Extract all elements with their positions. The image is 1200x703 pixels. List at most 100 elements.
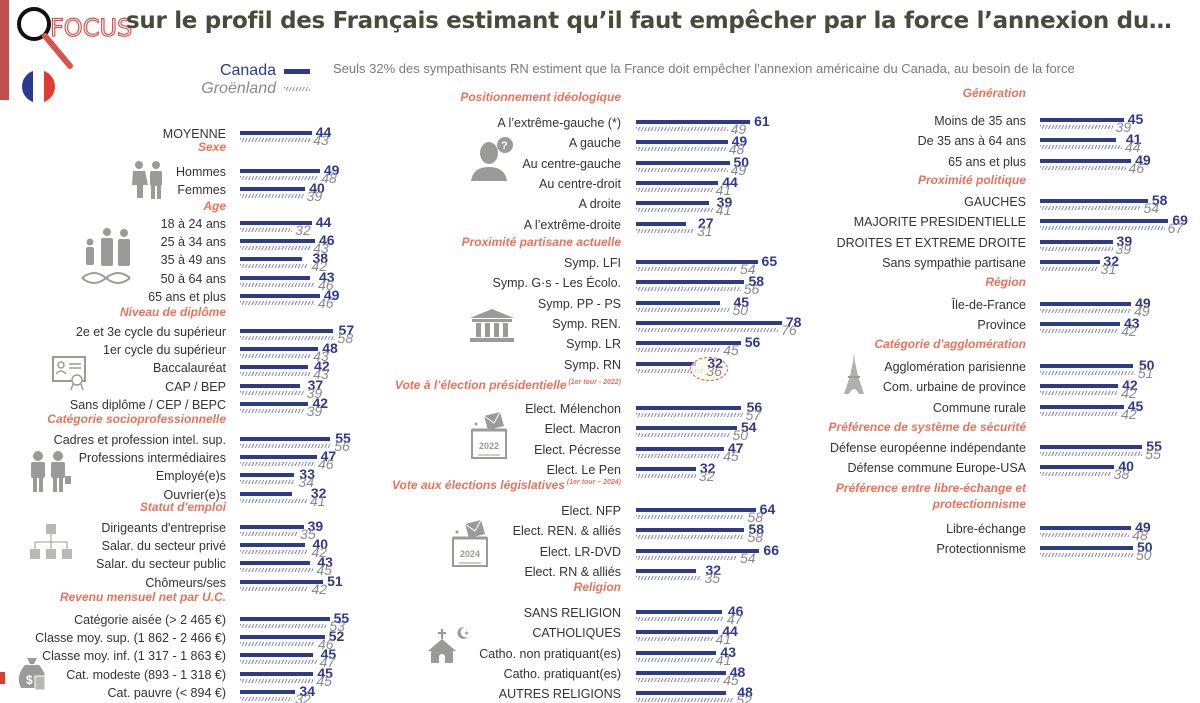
section-title-text: Religion	[573, 580, 621, 594]
bar-canada	[1040, 199, 1148, 203]
bar-groenland	[240, 300, 315, 305]
bar-canada	[636, 406, 741, 410]
bar-canada	[636, 180, 719, 185]
value-groenland: 47	[726, 611, 743, 627]
row-label: Île-de-France	[951, 298, 1026, 312]
bar-canada	[1040, 239, 1113, 244]
bar-groenland	[240, 176, 319, 180]
value-canada: 45	[317, 664, 333, 681]
bar-groenland	[636, 535, 745, 540]
value-canada: 46	[727, 603, 744, 619]
value-canada: 49	[1135, 295, 1151, 311]
bar-groenland	[1040, 309, 1132, 313]
value-groenland: 47	[319, 654, 336, 671]
bar-canada	[1040, 364, 1133, 368]
row-label: Sans sympathie partisane	[882, 255, 1026, 270]
section-title: Région	[985, 275, 1026, 289]
bar-canada	[1040, 219, 1169, 224]
value-canada: 34	[299, 682, 315, 699]
bar-canada	[636, 568, 696, 573]
section-title: Génération	[963, 86, 1026, 100]
row-label: Elect. Mélenchon	[525, 402, 621, 416]
value-groenland: 35	[704, 569, 721, 586]
value-canada: 55	[335, 430, 351, 446]
row-label: CAP / BEP	[165, 379, 226, 394]
row-label: Symp. LR	[566, 337, 621, 352]
bar-canada	[636, 341, 741, 346]
value-groenland: 54	[1143, 200, 1160, 216]
row-label: 65 ans et plus	[148, 289, 226, 304]
bar-canada	[636, 201, 709, 206]
section-title: Catégorie socioprofessionnelle	[47, 412, 226, 426]
value-canada: 50	[1137, 539, 1153, 556]
row-label: MAJORITE PRESIDENTIELLE	[853, 215, 1026, 230]
bar-groenland	[240, 282, 315, 287]
bar-groenland	[636, 453, 721, 458]
section-title-text: Niveau de diplôme	[119, 305, 226, 319]
bar-groenland	[240, 480, 296, 485]
value-canada: 49	[731, 133, 748, 150]
bar-canada	[636, 361, 696, 366]
value-groenland: 48	[1132, 527, 1148, 543]
row-label: Agglomération parisienne	[884, 360, 1026, 374]
value-canada: 38	[312, 250, 329, 267]
bar-canada	[240, 169, 320, 173]
bar-canada	[240, 187, 306, 192]
value-groenland: 38	[1113, 466, 1130, 483]
value-groenland: 41	[715, 181, 732, 198]
bar-canada	[636, 140, 728, 145]
bar-canada	[636, 320, 782, 325]
row-label: Salar. du secteur privé	[101, 539, 226, 554]
row-label: Ouvrier(e)s	[163, 487, 226, 502]
svg-text:2024: 2024	[460, 549, 480, 559]
row-label: 18 à 24 ans	[160, 217, 226, 231]
value-groenland: 76	[781, 321, 797, 338]
section-title: Proximité partisane actuelle	[462, 235, 621, 249]
row-label: Elect. Le Pen	[546, 462, 621, 477]
section-title-text: Préférence de système de sécurité	[828, 420, 1026, 434]
parliament-icon	[468, 308, 516, 349]
value-canada: 32	[1103, 252, 1120, 269]
section-title-text: Catégorie socioprofessionnelle	[47, 412, 226, 426]
value-groenland: 50	[732, 301, 749, 318]
magnifier-icon	[17, 7, 73, 69]
bar-canada	[240, 525, 304, 529]
section-title-text: Catégorie d'agglomération	[874, 337, 1026, 351]
value-groenland: 58	[747, 509, 764, 525]
bar-groenland	[636, 127, 728, 131]
value-groenland: 51	[1137, 365, 1154, 381]
bar-canada	[240, 221, 312, 225]
row-label: 65 ans et plus	[948, 154, 1026, 169]
value-groenland: 49	[730, 161, 747, 178]
bar-canada	[636, 650, 717, 655]
value-canada: 41	[1125, 131, 1142, 148]
bar-groenland	[636, 637, 713, 642]
value-groenland: 57	[745, 407, 762, 423]
bar-groenland	[636, 555, 737, 560]
bar-canada	[1040, 384, 1119, 389]
value-canada: 39	[1116, 232, 1133, 249]
row-label: Elect. LR-DVD	[539, 544, 621, 559]
focus-logo-text: FOCUS	[49, 13, 133, 42]
bar-groenland	[636, 433, 730, 438]
value-groenland: 32	[698, 467, 715, 484]
bar-groenland	[636, 575, 702, 580]
bar-groenland	[636, 267, 737, 271]
legend-label-canada: Canada	[219, 62, 276, 79]
diploma-icon	[52, 356, 92, 397]
bar-groenland	[240, 624, 327, 628]
row-label: Femmes	[177, 183, 226, 198]
row-label: MOYENNE	[162, 127, 226, 141]
bar-groenland	[240, 194, 304, 199]
bar-groenland	[636, 147, 726, 152]
bar-canada	[636, 260, 758, 264]
church-crescent-icon: ★	[428, 626, 469, 663]
value-canada: 69	[1172, 212, 1188, 229]
bar-canada	[240, 473, 294, 478]
bar-groenland	[1040, 125, 1113, 129]
section-title-line: protectionnisme	[932, 497, 1026, 511]
row-label: Symp. G·s - Les Écolo.	[492, 276, 621, 291]
bar-canada	[1040, 546, 1133, 551]
row-label: Catho. pratiquant(es)	[503, 666, 621, 681]
value-groenland: 43	[313, 366, 329, 383]
